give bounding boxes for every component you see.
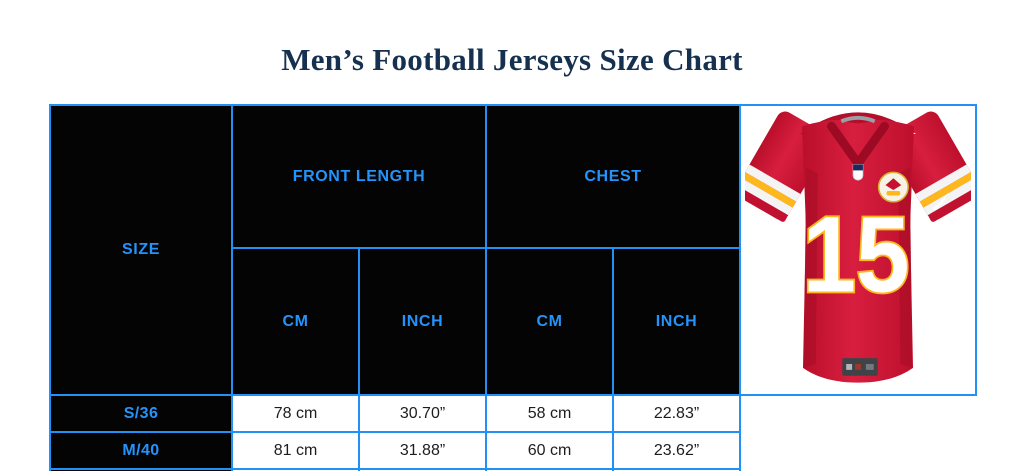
col-header-chest-inch: INCH <box>611 247 742 396</box>
jersey-photo-cell: 15 15 <box>739 104 978 396</box>
header-row-units: CM INCH CM INCH <box>50 247 976 396</box>
jersey-jock-tag <box>842 358 878 376</box>
front-length-inch: 30.70” <box>358 394 487 433</box>
nfl-shield-icon <box>852 164 864 181</box>
chest-inch: 22.83” <box>611 394 742 433</box>
front-length-cm: 81 cm <box>231 431 360 470</box>
front-length-cm: 83 cm <box>231 468 360 471</box>
jersey-collar-back <box>840 115 876 124</box>
col-header-chest-cm: CM <box>485 247 614 396</box>
page-title: Men’s Football Jerseys Size Chart <box>281 42 743 77</box>
front-length-cm: 78 cm <box>231 394 360 433</box>
chest-cm: 63 cm <box>485 468 614 471</box>
chest-inch: 23.62” <box>611 431 742 470</box>
col-header-front-cm: CM <box>231 247 360 396</box>
size-chart-table: SIZE FRONT LENGTH CHEST <box>49 104 978 471</box>
table-row: L/44 83 cm 32.68” 63 cm 24.80” <box>49 468 976 471</box>
team-patch-icon <box>877 171 909 203</box>
chest-cm: 60 cm <box>485 431 614 470</box>
red-jersey-graphic: 15 15 <box>745 111 972 383</box>
col-header-front-inch: INCH <box>358 247 487 396</box>
size-label: M/40 <box>49 431 233 470</box>
size-label: S/36 <box>49 394 233 433</box>
nike-swoosh-icon <box>932 192 948 211</box>
chest-inch: 24.80” <box>611 468 742 471</box>
front-length-inch: 32.68” <box>358 468 487 471</box>
size-chart-wrap: SIZE FRONT LENGTH CHEST <box>49 104 978 471</box>
size-label: L/44 <box>49 468 233 471</box>
chest-cm: 58 cm <box>485 394 614 433</box>
front-length-inch: 31.88” <box>358 431 487 470</box>
table-row: M/40 81 cm 31.88” 60 cm 23.62” <box>49 431 976 470</box>
col-header-size: SIZE <box>49 104 233 396</box>
jersey-chest-number: 15 <box>802 193 909 314</box>
jersey-image: 15 15 <box>741 106 975 394</box>
table-row: S/36 78 cm 30.70” 58 cm 22.83” <box>49 394 976 433</box>
jersey-collar <box>827 121 889 168</box>
col-header-front-length: FRONT LENGTH <box>231 104 487 249</box>
header-row-groups: SIZE FRONT LENGTH CHEST <box>49 104 978 396</box>
col-header-chest: CHEST <box>484 104 742 249</box>
